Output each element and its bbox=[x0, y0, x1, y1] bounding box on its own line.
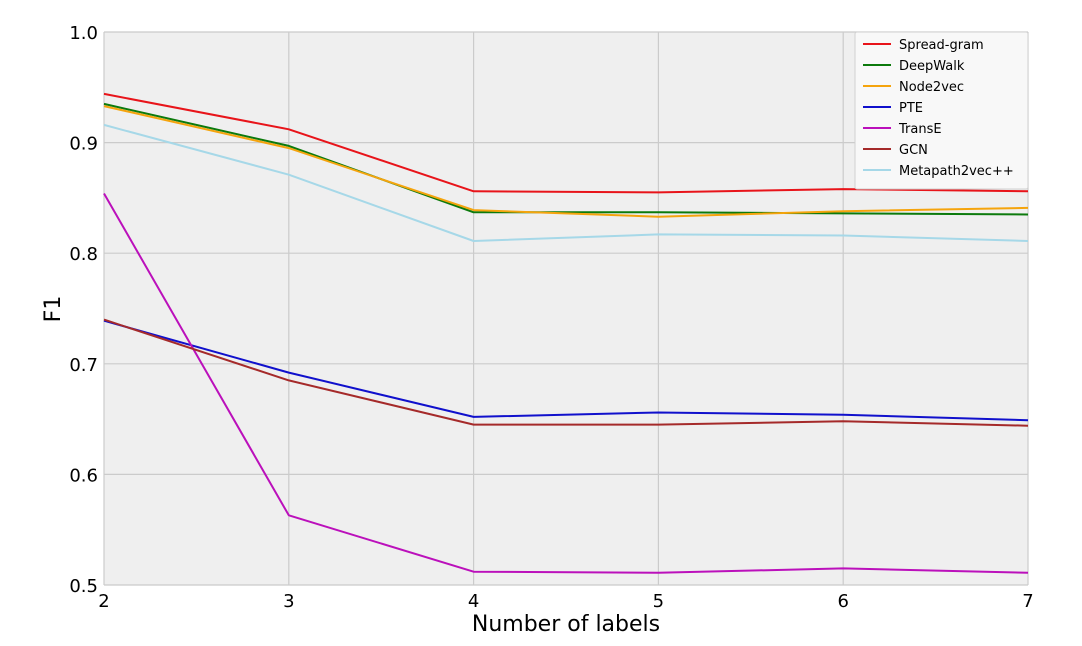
legend-label: Spread-gram bbox=[899, 38, 984, 53]
legend-label: GCN bbox=[899, 143, 928, 158]
legend-label: TransE bbox=[898, 122, 942, 137]
legend-label: PTE bbox=[899, 101, 923, 116]
y-tick-label: 0.6 bbox=[69, 465, 98, 486]
legend-label: Node2vec bbox=[899, 80, 964, 95]
axis-ticks: 2 3 4 5 6 7 0.5 0.6 0.7 0.8 0.9 1.0 bbox=[69, 23, 1033, 612]
x-tick-label: 4 bbox=[468, 591, 479, 612]
y-tick-label: 1.0 bbox=[69, 23, 98, 44]
series-line-1 bbox=[103, 102, 1029, 216]
x-tick-label: 5 bbox=[653, 591, 664, 612]
x-tick-label: 2 bbox=[98, 591, 109, 612]
series-line-4 bbox=[103, 193, 1029, 574]
y-axis-title: F1 bbox=[41, 296, 66, 323]
x-tick-label: 7 bbox=[1022, 591, 1033, 612]
series-line-5 bbox=[103, 318, 1029, 427]
series-lines bbox=[103, 92, 1029, 574]
y-tick-label: 0.7 bbox=[69, 355, 98, 376]
x-tick-label: 6 bbox=[837, 591, 848, 612]
series-line-3 bbox=[103, 319, 1029, 422]
x-tick-label: 3 bbox=[283, 591, 294, 612]
series-line-2 bbox=[103, 105, 1029, 218]
y-tick-label: 0.5 bbox=[69, 576, 98, 597]
legend-label: DeepWalk bbox=[899, 59, 965, 74]
series-line-6 bbox=[103, 123, 1029, 242]
x-axis-title: Number of labels bbox=[472, 612, 660, 637]
legend-box bbox=[854, 31, 1029, 190]
legend-label: Metapath2vec++ bbox=[899, 164, 1014, 179]
y-tick-label: 0.9 bbox=[69, 134, 98, 155]
legend: Spread-gram DeepWalk Node2vec PTE TransE GCN M… bbox=[854, 31, 1029, 190]
y-tick-label: 0.8 bbox=[69, 244, 98, 265]
